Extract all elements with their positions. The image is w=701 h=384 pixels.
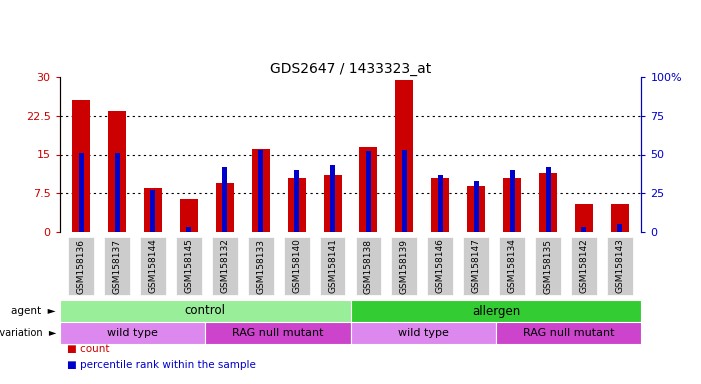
Title: GDS2647 / 1433323_at: GDS2647 / 1433323_at [270, 62, 431, 76]
Bar [324, 175, 341, 232]
Text: GSM158132: GSM158132 [220, 238, 229, 293]
Bar [330, 166, 335, 232]
Bar [108, 111, 126, 232]
Text: GSM158141: GSM158141 [328, 238, 337, 293]
Text: ■ percentile rank within the sample: ■ percentile rank within the sample [67, 360, 255, 370]
FancyBboxPatch shape [60, 322, 205, 344]
FancyBboxPatch shape [350, 322, 496, 344]
FancyBboxPatch shape [60, 300, 350, 322]
Bar [503, 178, 521, 232]
Text: ■ count: ■ count [67, 344, 109, 354]
Text: GSM158142: GSM158142 [580, 238, 588, 293]
Bar [258, 150, 264, 232]
Bar [437, 175, 443, 232]
FancyBboxPatch shape [212, 237, 238, 295]
Text: RAG null mutant: RAG null mutant [523, 328, 615, 338]
Text: genotype/variation  ►: genotype/variation ► [0, 328, 56, 338]
FancyBboxPatch shape [350, 300, 641, 322]
Text: GSM158144: GSM158144 [149, 238, 158, 293]
Bar [180, 199, 198, 232]
Bar [216, 183, 233, 232]
FancyBboxPatch shape [205, 322, 350, 344]
FancyBboxPatch shape [68, 237, 94, 295]
Bar [431, 178, 449, 232]
Bar [114, 153, 120, 232]
FancyBboxPatch shape [571, 237, 597, 295]
Bar [395, 79, 414, 232]
FancyBboxPatch shape [284, 237, 310, 295]
Bar [611, 204, 629, 232]
FancyBboxPatch shape [428, 237, 454, 295]
Bar [618, 224, 622, 232]
Bar [186, 227, 191, 232]
Bar [287, 178, 306, 232]
Text: control: control [184, 305, 226, 318]
FancyBboxPatch shape [499, 237, 525, 295]
FancyBboxPatch shape [391, 237, 417, 295]
FancyBboxPatch shape [140, 237, 166, 295]
Text: GSM158134: GSM158134 [508, 238, 517, 293]
Text: agent  ►: agent ► [11, 306, 56, 316]
Bar [539, 172, 557, 232]
Text: GSM158138: GSM158138 [364, 238, 373, 293]
FancyBboxPatch shape [535, 237, 561, 295]
Text: GSM158145: GSM158145 [184, 238, 193, 293]
FancyBboxPatch shape [355, 237, 381, 295]
Bar [366, 151, 371, 232]
Text: GSM158135: GSM158135 [543, 238, 552, 293]
Text: wild type: wild type [397, 328, 449, 338]
FancyBboxPatch shape [247, 237, 273, 295]
FancyBboxPatch shape [607, 237, 633, 295]
Bar [151, 190, 156, 232]
FancyBboxPatch shape [104, 237, 130, 295]
FancyBboxPatch shape [496, 322, 641, 344]
FancyBboxPatch shape [176, 237, 202, 295]
Bar [474, 181, 479, 232]
Bar [468, 185, 485, 232]
Text: GSM158136: GSM158136 [76, 238, 86, 293]
Bar [581, 227, 587, 232]
FancyBboxPatch shape [463, 237, 489, 295]
Bar [79, 153, 83, 232]
Text: allergen: allergen [472, 305, 520, 318]
Bar [402, 150, 407, 232]
FancyBboxPatch shape [320, 237, 346, 295]
Text: GSM158139: GSM158139 [400, 238, 409, 293]
Text: GSM158140: GSM158140 [292, 238, 301, 293]
Bar [252, 149, 270, 232]
Text: wild type: wild type [107, 328, 158, 338]
Text: GSM158147: GSM158147 [472, 238, 481, 293]
Bar [545, 167, 550, 232]
Bar [72, 100, 90, 232]
Bar [510, 170, 515, 232]
Text: RAG null mutant: RAG null mutant [232, 328, 324, 338]
Bar [575, 204, 593, 232]
Text: GSM158133: GSM158133 [256, 238, 265, 293]
Text: GSM158137: GSM158137 [113, 238, 121, 293]
Bar [294, 170, 299, 232]
Bar [222, 167, 227, 232]
Bar [360, 147, 377, 232]
Bar [144, 188, 162, 232]
Text: GSM158146: GSM158146 [436, 238, 445, 293]
Text: GSM158143: GSM158143 [615, 238, 625, 293]
